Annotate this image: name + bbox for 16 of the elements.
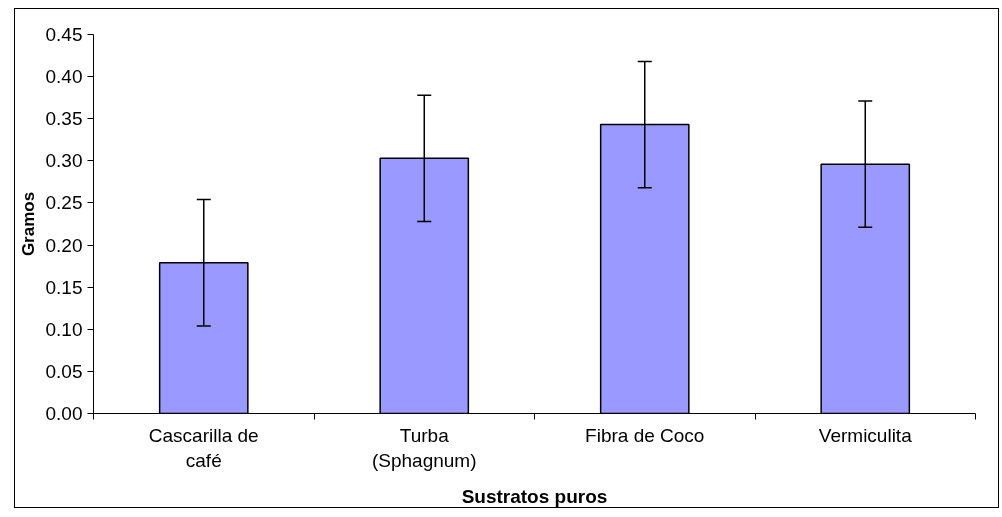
y-tick-label: 0.00: [45, 403, 83, 424]
x-axis-title: Sustratos puros: [461, 485, 608, 507]
y-axis-title: Gramos: [18, 191, 38, 257]
y-tick-label: 0.15: [45, 276, 83, 298]
x-tick-label: Cascarilla de café: [148, 424, 259, 471]
x-tick-label: Vermiculita: [818, 424, 913, 446]
y-tick-label: 0.30: [45, 150, 83, 172]
y-tick-label: 0.40: [45, 66, 83, 88]
y-tick-label: 0.25: [45, 192, 83, 214]
y-tick-label: 0.35: [45, 108, 83, 130]
x-tick-label: Turba (Sphagnum): [371, 424, 477, 471]
y-tick-label: 0.20: [45, 234, 83, 256]
x-tick-label: Fibra de Coco: [585, 424, 705, 446]
y-tick-label: 0.10: [45, 318, 83, 340]
y-tick-label: 0.45: [45, 24, 83, 45]
y-tick-label: 0.05: [45, 360, 83, 382]
